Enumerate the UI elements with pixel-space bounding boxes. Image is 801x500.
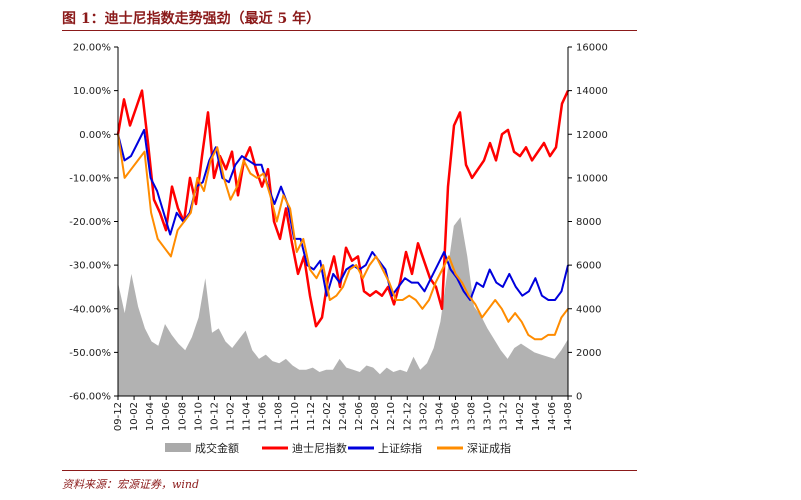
- left-tick-label: 10.00%: [73, 86, 111, 97]
- legend-volume: 成交金额: [165, 441, 239, 455]
- right-tick-label: 14000: [576, 86, 608, 97]
- figure-source: 资料来源：宏源证券，wind: [62, 478, 200, 491]
- x-tick-label: 13-08: [467, 402, 478, 431]
- left-tick-label: -10.00%: [69, 173, 111, 184]
- x-tick-label: 11-02: [226, 402, 237, 431]
- left-tick-label: -60.00%: [69, 392, 111, 403]
- x-tick-label: 10-02: [129, 402, 140, 431]
- right-tick-label: 16000: [576, 43, 608, 54]
- right-tick-label: 8000: [576, 217, 601, 228]
- source-rule: [62, 470, 637, 471]
- left-tick-label: -40.00%: [69, 304, 111, 315]
- left-tick-label: -20.00%: [69, 217, 111, 228]
- x-tick-label: 10-12: [209, 402, 220, 431]
- legend-label: 深证成指: [467, 441, 511, 455]
- x-tick-label: 13-12: [499, 402, 510, 431]
- right-tick-label: 10000: [576, 173, 608, 184]
- x-tick-label: 11-06: [258, 402, 269, 431]
- legend-label: 上证综指: [378, 441, 422, 455]
- x-tick-label: 14-08: [563, 402, 574, 431]
- right-tick-label: 0: [576, 392, 582, 403]
- left-tick-label: 20.00%: [73, 43, 111, 54]
- x-tick-label: 11-08: [274, 402, 285, 431]
- disney-index-line: [116, 89, 570, 328]
- x-tick-label: 11-10: [290, 402, 301, 431]
- x-tick-label: 13-02: [418, 402, 429, 431]
- title-rule: [62, 30, 637, 31]
- right-tick-label: 2000: [576, 348, 601, 359]
- x-tick-label: 13-06: [451, 402, 462, 431]
- legend-disney: 迪士尼指数: [262, 441, 347, 455]
- legend-label: 迪士尼指数: [292, 441, 347, 455]
- x-tick-label: 10-08: [177, 402, 188, 431]
- x-tick-label: 10-06: [161, 402, 172, 431]
- left-tick-label: -50.00%: [69, 348, 111, 359]
- figure-title: 图 1：迪士尼指数走势强劲（最近 5 年）: [62, 11, 321, 27]
- legend-label: 成交金额: [195, 441, 239, 455]
- x-tick-label: 12-08: [370, 402, 381, 431]
- right-tick-label: 6000: [576, 261, 601, 272]
- x-tick-label: 11-04: [242, 402, 253, 431]
- volume-area: [118, 217, 568, 396]
- x-tick-label: 10-04: [145, 402, 156, 431]
- x-tick-label: 12-12: [402, 402, 413, 431]
- x-tick-label: 09-12: [113, 402, 124, 431]
- shenzhen-component-line: [117, 134, 569, 341]
- x-tick-label: 12-02: [322, 402, 333, 431]
- legend-shenzhen: 深证成指: [437, 441, 511, 455]
- left-tick-label: 0.00%: [79, 130, 111, 141]
- legend-shanghai: 上证综指: [348, 441, 422, 455]
- x-tick-label: 12-06: [354, 402, 365, 431]
- x-tick-label: 12-10: [386, 402, 397, 431]
- x-tick-label: 11-12: [306, 402, 317, 431]
- x-tick-label: 14-06: [547, 402, 558, 431]
- x-tick-label: 10-10: [193, 402, 204, 431]
- x-tick-label: 14-04: [531, 402, 542, 431]
- legend-swatch: [165, 443, 191, 452]
- x-tick-label: 13-10: [483, 402, 494, 431]
- left-tick-label: -30.00%: [69, 261, 111, 272]
- right-tick-label: 12000: [576, 130, 608, 141]
- right-tick-label: 4000: [576, 304, 601, 315]
- x-tick-label: 12-04: [338, 402, 349, 431]
- x-tick-label: 13-04: [434, 402, 445, 431]
- x-tick-label: 14-02: [515, 402, 526, 431]
